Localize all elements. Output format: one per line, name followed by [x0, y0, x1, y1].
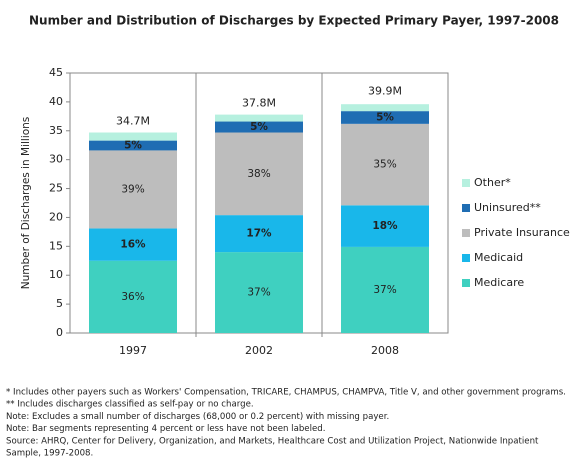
segment-label: 37% [373, 284, 396, 296]
bar-segment [89, 150, 177, 229]
bar-segment [341, 104, 429, 112]
legend-swatch [462, 254, 470, 262]
segment-label: 18% [372, 220, 398, 232]
bar-segment [215, 252, 303, 333]
bar-segment [89, 228, 177, 261]
x-tick-label: 1997 [119, 344, 147, 357]
bar-segment [215, 132, 303, 216]
y-tick-label: 0 [56, 326, 63, 339]
footnote: * Includes other payers such as Workers'… [6, 388, 566, 398]
legend-swatch [462, 229, 470, 237]
bar-segment [341, 246, 429, 333]
total-label: 37.8M [242, 97, 276, 110]
segment-label: 5% [376, 111, 394, 123]
y-axis-label: Number of Discharges in Millions [20, 117, 32, 290]
y-tick-label: 35 [49, 124, 63, 137]
chart-title: Number and Distribution of Discharges by… [29, 14, 559, 28]
legend-label: Other* [474, 176, 511, 189]
footnote: Note: Bar segments representing 4 percen… [6, 424, 325, 434]
segment-label: 17% [246, 228, 272, 240]
segment-label: 36% [121, 291, 144, 303]
footnote: Source: AHRQ, Center for Delivery, Organ… [6, 436, 539, 446]
bar-segment [341, 205, 429, 247]
bar-segment [89, 260, 177, 333]
segment-label: 16% [120, 239, 146, 251]
x-tick-label: 2008 [371, 344, 399, 357]
legend-swatch [462, 179, 470, 187]
y-tick-label: 5 [56, 297, 63, 310]
bar-segment [215, 121, 303, 133]
bar-segment [341, 111, 429, 124]
footnote: Note: Excludes a small number of dischar… [6, 412, 389, 422]
segment-label: 35% [373, 159, 396, 171]
legend-label: Private Insurance [474, 226, 570, 239]
segment-label: 39% [121, 183, 144, 195]
segment-label: 5% [250, 121, 268, 133]
legend-label: Medicare [474, 276, 524, 289]
bar-segment [215, 114, 303, 122]
footnote: ** Includes discharges classified as sel… [6, 400, 254, 410]
legend-swatch [462, 204, 470, 212]
segment-label: 37% [247, 287, 270, 299]
y-tick-label: 40 [49, 95, 63, 108]
segment-label: 5% [124, 140, 142, 152]
y-tick-label: 30 [49, 153, 63, 166]
y-tick-label: 25 [49, 182, 63, 195]
total-label: 39.9M [368, 84, 402, 97]
bar-segment [215, 215, 303, 253]
bar-segment [89, 132, 177, 141]
legend-label: Uninsured** [474, 201, 541, 214]
legend-label: Medicaid [474, 251, 523, 264]
legend-swatch [462, 279, 470, 287]
y-tick-label: 20 [49, 210, 63, 223]
bar-segment [341, 123, 429, 206]
footnote: Sample, 1997-2008. [6, 449, 93, 459]
y-tick-label: 15 [49, 239, 63, 252]
total-label: 34.7M [116, 115, 150, 128]
segment-label: 38% [247, 168, 270, 180]
x-tick-label: 2002 [245, 344, 273, 357]
y-tick-label: 10 [49, 268, 63, 281]
y-tick-label: 45 [49, 66, 63, 79]
bar-segment [89, 140, 177, 151]
